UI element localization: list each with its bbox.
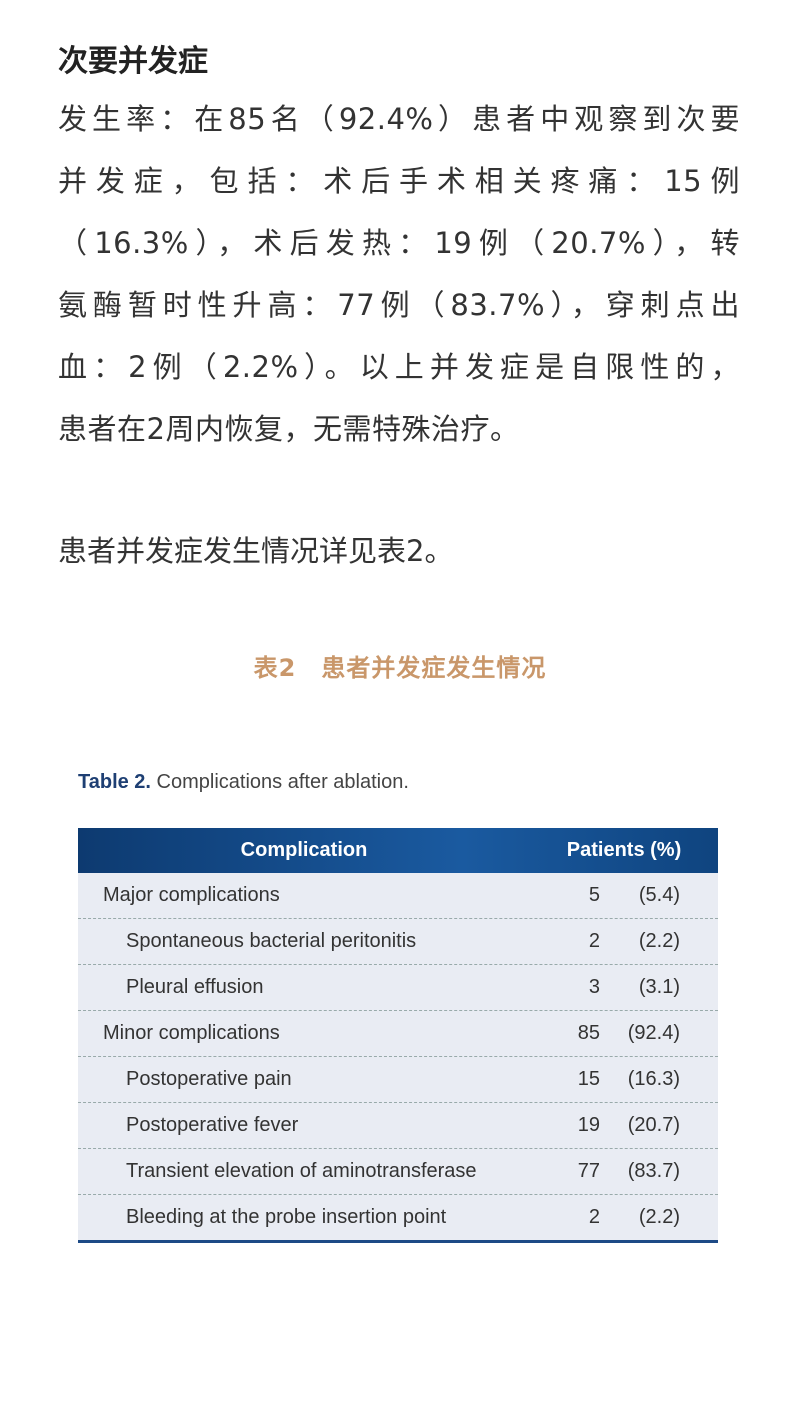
table-row: Spontaneous bacterial peritonitis 2 (2.2) — [78, 918, 718, 964]
count-cell: 15 — [577, 1068, 600, 1090]
count-cell: 5 — [588, 884, 600, 906]
table-row: Transient elevation of aminotransferase 7… — [78, 1148, 718, 1194]
table-caption-label: Table 2. — [78, 771, 151, 793]
chinese-table-caption: 表2 患者并发症发生情况 — [253, 654, 547, 682]
table-reference: 患者并发症发生情况详见表2。 — [58, 534, 454, 568]
count-cell: 2 — [588, 1206, 600, 1228]
count-cell: 2 — [588, 930, 600, 952]
paragraph-line: （16.3%），术后发热：19例（20.7%），转 — [58, 226, 740, 260]
percent-cell: (83.7) — [627, 1160, 680, 1182]
header-patients: Patients (%) — [566, 839, 682, 861]
table-caption: Table 2. Complications after ablation. — [78, 771, 409, 794]
percent-cell: (5.4) — [638, 884, 680, 906]
table-row: Minor complications 85 (92.4) — [78, 1010, 718, 1056]
paragraph-line: 血：2例（2.2%）。以上并发症是自限性的， — [58, 350, 740, 384]
complication-cell: Postoperative pain — [126, 1068, 292, 1090]
table-row: Bleeding at the probe insertion point 2 (2… — [78, 1194, 718, 1240]
paragraph-line: 并发症，包括：术后手术相关疼痛：15例 — [58, 164, 740, 198]
percent-cell: (2.2) — [638, 930, 680, 952]
table-row: Major complications 5 (5.4) — [78, 873, 718, 918]
table-header: Complication Patients (%) — [78, 828, 718, 873]
percent-cell: (92.4) — [627, 1022, 680, 1044]
paragraph-line: 患者在2周内恢复，无需特殊治疗。 — [58, 412, 520, 446]
percent-cell: (20.7) — [627, 1114, 680, 1136]
count-cell: 3 — [588, 976, 600, 998]
complications-table: Complication Patients (%) Major complica… — [78, 828, 718, 1243]
paragraph-line: 发生率：在85名（92.4%）患者中观察到次要 — [58, 102, 740, 136]
complication-cell: Bleeding at the probe insertion point — [126, 1206, 447, 1228]
table-caption-text: Complications after ablation. — [151, 771, 409, 793]
count-cell: 77 — [577, 1160, 600, 1182]
percent-cell: (3.1) — [638, 976, 680, 998]
table-row: Postoperative pain 15 (16.3) — [78, 1056, 718, 1102]
paragraph: 发生率：在85名（92.4%）患者中观察到次要 并发症，包括：术后手术相关疼痛：… — [58, 88, 740, 460]
count-cell: 19 — [577, 1114, 600, 1136]
complication-cell: Major complications — [103, 884, 280, 906]
percent-cell: (16.3) — [627, 1068, 680, 1090]
section-heading: 次要并发症 — [58, 44, 208, 79]
paragraph-line: 氨酶暂时性升高：77例（83.7%），穿刺点出 — [58, 288, 740, 322]
complication-cell: Postoperative fever — [126, 1114, 299, 1136]
count-cell: 85 — [577, 1022, 600, 1044]
table-row: Postoperative fever 19 (20.7) — [78, 1102, 718, 1148]
table-row: Pleural effusion 3 (3.1) — [78, 964, 718, 1010]
header-complication: Complication — [240, 839, 368, 861]
complication-cell: Spontaneous bacterial peritonitis — [126, 930, 417, 952]
complication-cell: Minor complications — [103, 1022, 280, 1044]
percent-cell: (2.2) — [638, 1206, 680, 1228]
complication-cell: Pleural effusion — [126, 976, 264, 998]
complication-cell: Transient elevation of aminotransferase — [126, 1160, 477, 1182]
